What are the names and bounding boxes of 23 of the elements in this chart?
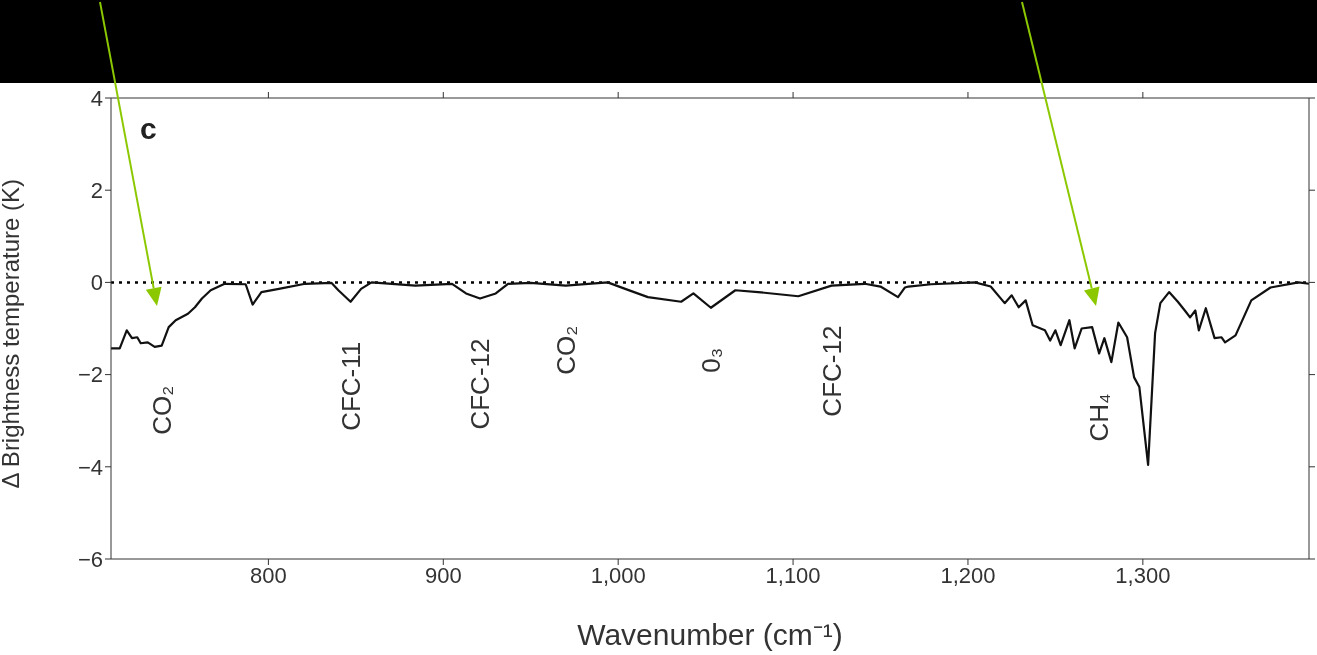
y-tick-label: 2 [90, 178, 103, 204]
annotation: c [140, 112, 157, 146]
annotation: CFC-12 [465, 338, 496, 430]
annotation: CO₂ [550, 325, 581, 375]
annotation: 0₃ [695, 347, 726, 373]
x-tick-label: 1,200 [940, 562, 996, 588]
annotation: CFC-12 [816, 325, 847, 417]
line-series [111, 281, 1309, 467]
annotation: CH₄ [1084, 393, 1115, 442]
y-tick-label: 0 [90, 270, 103, 296]
y-tick-label: −6 [77, 546, 103, 572]
x-tick-label: 800 [250, 562, 287, 588]
x-axis-title: Wavenumber (cm⁻¹) [577, 618, 843, 651]
annotation: CFC-11 [335, 341, 366, 431]
y-axis-title: Δ Brightness temperature (K) [0, 179, 24, 489]
y-tick-label: 4 [90, 85, 103, 111]
x-tick-label: 1,100 [765, 562, 821, 588]
x-tick-label: 1,000 [590, 562, 646, 588]
x-tick-label: 900 [424, 562, 462, 588]
annotation: CO₂ [146, 385, 177, 435]
y-tick-label: −2 [77, 362, 103, 388]
x-tick-label: 1,300 [1115, 562, 1171, 588]
y-tick-label: −4 [77, 454, 103, 480]
